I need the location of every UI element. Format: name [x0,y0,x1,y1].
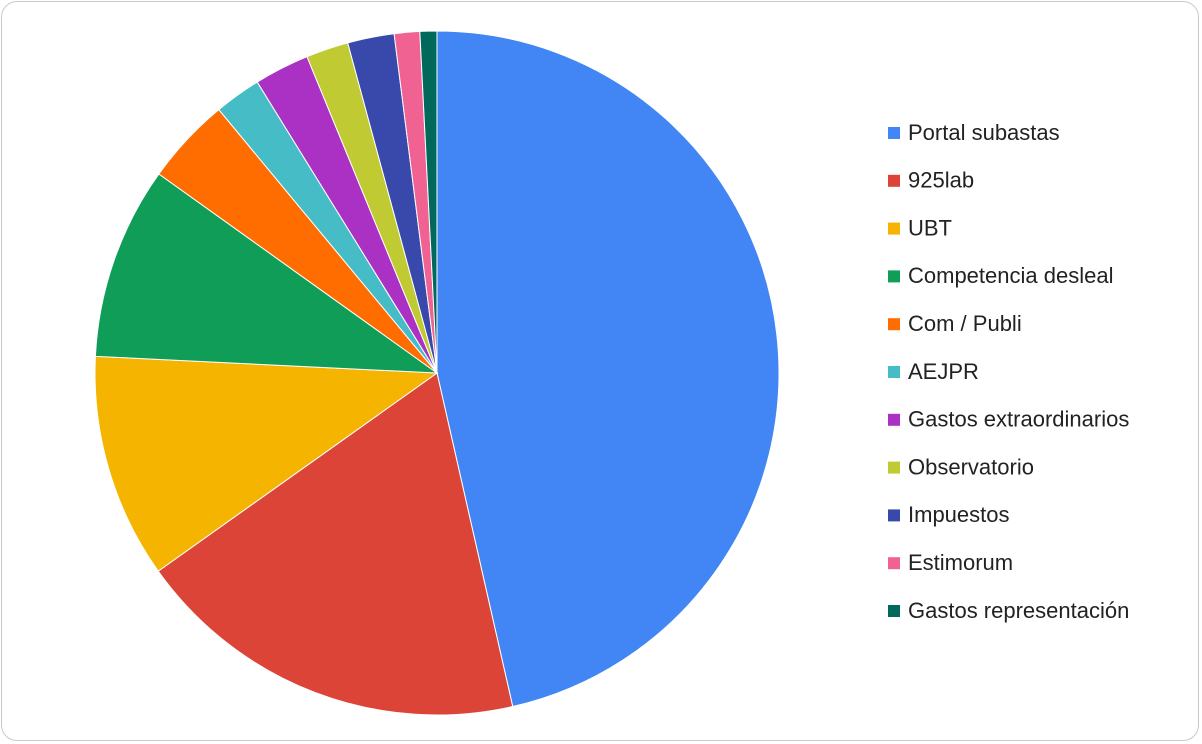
pie-slice [436,30,780,708]
legend-swatch [888,461,900,474]
pie-slice [419,30,438,374]
legend-label: UBT [908,215,952,240]
legend-swatch [888,222,900,235]
legend-label: Gastos extraordinarios [908,407,1129,432]
legend-label: Com / Publi [908,311,1022,336]
legend-label: Observatorio [908,454,1034,479]
legend-swatch [888,366,900,378]
pie-slice [157,372,514,716]
legend-label: AEJPR [908,359,979,384]
legend-label: 925lab [908,168,974,193]
legend-swatch [888,174,900,187]
legend-label: Impuestos [908,502,1010,527]
legend-label: Estimorum [908,550,1013,575]
legend-swatch [888,270,900,283]
legend-swatch [888,605,900,617]
legend-label: Gastos representación [908,598,1129,623]
legend-swatch [888,509,900,522]
pie-slice [94,173,439,374]
legend-swatch [888,318,900,331]
legend-swatch [888,127,900,139]
legend-swatch [888,413,900,426]
legend-swatch [888,557,900,570]
pie-slice [94,355,439,572]
legend-label: Competencia desleal [908,263,1113,288]
legend-label: Portal subastas [908,120,1060,145]
